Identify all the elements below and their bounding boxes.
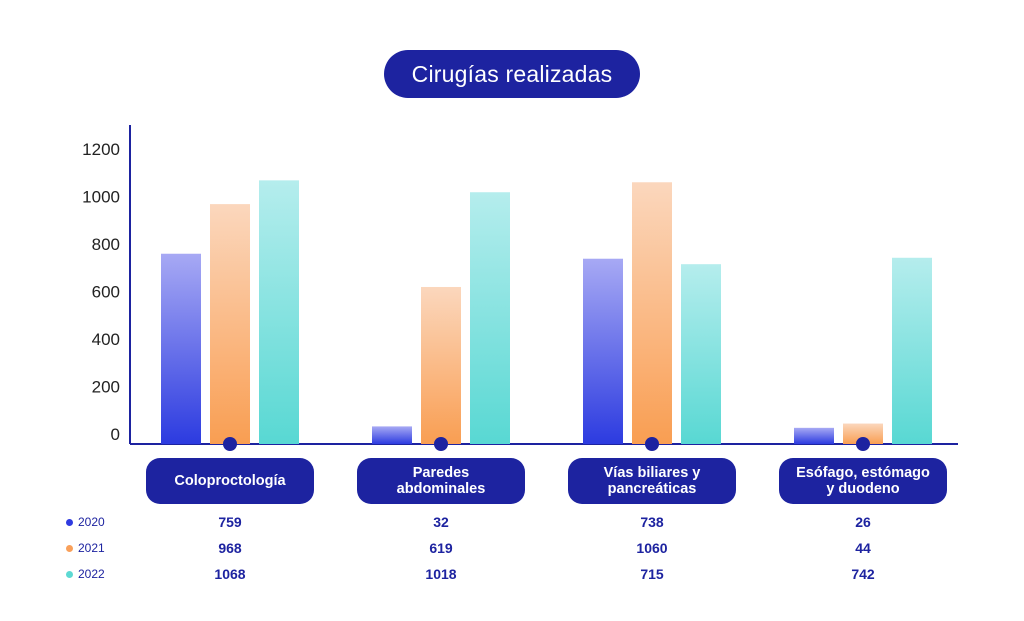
data-label-2021: 44 <box>855 540 871 556</box>
data-label-2022: 1068 <box>214 566 246 582</box>
chart-title: Cirugías realizadas <box>384 50 640 98</box>
category-marker-dot <box>856 437 870 451</box>
category-label: Paredes abdominales <box>357 458 525 504</box>
category-marker-dot <box>645 437 659 451</box>
data-label-2020: 738 <box>640 514 664 530</box>
legend-item-2021: 2021 <box>66 541 105 555</box>
data-label-2020: 32 <box>433 514 449 530</box>
bar-2022-3 <box>681 264 721 444</box>
category-label: Vías biliares y pancreáticas <box>568 458 736 504</box>
data-label-2022: 742 <box>851 566 875 582</box>
y-tick-label: 800 <box>92 235 120 254</box>
data-label-2022: 715 <box>640 566 664 582</box>
legend-label: 2020 <box>78 515 105 529</box>
bar-2022-1 <box>259 180 299 444</box>
y-tick-label: 1000 <box>82 188 120 207</box>
bar-2021-1 <box>210 204 250 444</box>
legend-item-2020: 2020 <box>66 515 105 529</box>
bar-2022-4 <box>892 257 932 444</box>
bar-2020-2 <box>372 426 412 444</box>
legend-dot <box>66 544 73 552</box>
data-label-2021: 968 <box>218 540 242 556</box>
data-label-2022: 1018 <box>425 566 457 582</box>
bar-2020-4 <box>794 427 834 444</box>
data-label-2020: 759 <box>218 514 242 530</box>
bar-2020-3 <box>583 258 623 444</box>
y-tick-label: 400 <box>92 330 120 349</box>
legend-label: 2021 <box>78 541 105 555</box>
legend-label: 2022 <box>78 567 105 581</box>
bar-2021-2 <box>421 286 461 444</box>
bar-2022-2 <box>470 192 510 444</box>
data-label-2021: 619 <box>429 540 453 556</box>
bar-2021-3 <box>632 182 672 444</box>
y-tick-label: 600 <box>92 283 120 302</box>
category-marker-dot <box>223 437 237 451</box>
y-tick-label: 1200 <box>82 140 120 159</box>
category-label: Coloproctología <box>146 458 314 504</box>
y-tick-label: 200 <box>92 378 120 397</box>
legend-dot <box>66 570 73 578</box>
category-marker-dot <box>434 437 448 451</box>
category-label: Esófago, estómago y duodeno <box>779 458 947 504</box>
legend-dot <box>66 518 73 526</box>
bar-2020-1 <box>161 253 201 444</box>
y-tick-label: 0 <box>111 425 120 444</box>
bar-2021-4 <box>843 423 883 444</box>
data-label-2020: 26 <box>855 514 871 530</box>
legend-item-2022: 2022 <box>66 567 105 581</box>
data-label-2021: 1060 <box>636 540 668 556</box>
